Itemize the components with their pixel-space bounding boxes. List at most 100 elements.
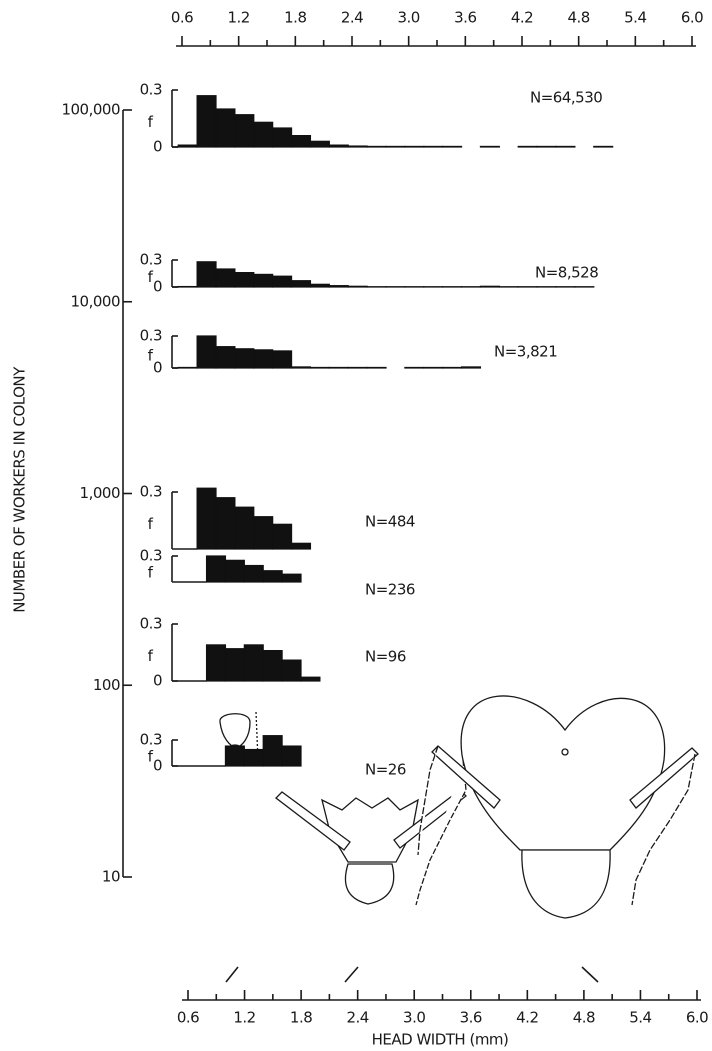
- histogram-bar: [442, 145, 463, 148]
- histogram-bar: [423, 366, 444, 369]
- histogram-bar: [224, 559, 245, 583]
- histogram-bar: [290, 542, 312, 550]
- x-tick-label: 4.8: [567, 9, 589, 27]
- panel-tick-label: 0: [153, 138, 162, 156]
- histogram-bar: [234, 272, 255, 288]
- pointer: [581, 966, 599, 983]
- x-tick-label: 5.4: [624, 9, 646, 27]
- histogram-bar: [593, 145, 614, 148]
- histogram-bar: [479, 145, 500, 148]
- x-tick-label: 0.6: [177, 1009, 199, 1027]
- histogram-bar: [177, 144, 198, 148]
- histogram-bar: [404, 145, 425, 148]
- histogram-bar: [309, 366, 330, 369]
- histogram-bar: [177, 366, 198, 369]
- histogram-bar: [205, 555, 227, 583]
- x-tick-label: 6.0: [686, 1009, 708, 1027]
- panel-tick-label: 0.3: [140, 615, 162, 633]
- histogram-bar: [196, 261, 217, 288]
- x-tick-label: 3.0: [397, 9, 419, 27]
- histogram-bar: [366, 145, 387, 148]
- histogram-bar: [479, 285, 500, 288]
- x-tick-label: 6.0: [681, 9, 703, 27]
- panel-tick-label: 0.3: [140, 327, 162, 345]
- x-tick-label: 4.8: [573, 1009, 595, 1027]
- histogram-bar: [243, 748, 264, 767]
- y-tick-label: 10,000: [71, 292, 121, 310]
- histogram-bar: [196, 335, 217, 369]
- histogram-bar: [281, 659, 302, 682]
- ant-drawings: [219, 695, 699, 983]
- x-tick-label: 1.8: [290, 1009, 312, 1027]
- panel-tick-label: 0.3: [140, 81, 162, 99]
- panel-tick-label: 0: [153, 672, 162, 690]
- histogram-bar: [215, 108, 236, 148]
- histogram-bar: [517, 145, 538, 148]
- x-tick-label: 1.8: [284, 9, 306, 27]
- panel-y-label: f: [148, 564, 154, 582]
- x-tick-label: 2.4: [346, 1009, 368, 1027]
- x-tick-label: 5.4: [629, 1009, 651, 1027]
- panel-tick-label: 0.3: [140, 251, 162, 269]
- sample-size-label: N=484: [365, 513, 415, 531]
- histogram-bar: [272, 350, 293, 369]
- histogram-bar: [536, 145, 557, 148]
- histogram-bar: [290, 366, 312, 369]
- histogram-bar: [272, 127, 293, 148]
- histogram-bar: [253, 349, 274, 369]
- histogram-bar: [243, 644, 264, 682]
- histogram-bar: [281, 745, 302, 767]
- histogram-bar: [253, 121, 274, 148]
- histogram-bar: [366, 366, 387, 369]
- y-tick-label: 100: [93, 676, 120, 694]
- panel-tick-label: 0: [153, 359, 162, 377]
- histogram-bar: [300, 676, 321, 682]
- histogram-bar: [442, 366, 463, 369]
- sample-size-label: N=96: [365, 648, 406, 666]
- x-tick-label: 3.6: [454, 9, 476, 27]
- histogram-bar: [215, 346, 236, 369]
- histogram-bar: [404, 366, 425, 369]
- panel-y-label: f: [148, 748, 154, 766]
- histogram-bar: [347, 366, 368, 369]
- histogram-bar: [262, 735, 283, 767]
- y-tick-label: 10: [102, 868, 120, 886]
- x-axis-label: HEAD WIDTH (mm): [372, 1031, 509, 1049]
- panel-y-label: f: [148, 347, 154, 365]
- histogram-bar: [328, 366, 349, 369]
- y-tick-label: 100,000: [61, 101, 120, 119]
- y-tick-label: 1,000: [80, 484, 120, 502]
- panel-tick-label: 0.3: [140, 483, 162, 501]
- sample-size-label: N=26: [365, 761, 406, 779]
- histogram-bar: [290, 280, 312, 288]
- histogram-bar: [262, 649, 283, 682]
- pointer: [344, 966, 359, 983]
- panel-tick-label: 0.3: [140, 731, 162, 749]
- x-tick-label: 4.2: [516, 1009, 538, 1027]
- panel-y-label: f: [148, 113, 154, 131]
- panel-tick-label: 0: [153, 278, 162, 296]
- histogram-bar: [347, 285, 368, 288]
- x-tick-label: 1.2: [227, 9, 249, 27]
- histogram-bar: [262, 570, 283, 583]
- panel-y-label: f: [148, 515, 154, 533]
- histogram-bar: [423, 145, 444, 148]
- x-tick-label: 1.2: [233, 1009, 255, 1027]
- histogram-bar: [290, 135, 312, 148]
- histogram-bar: [328, 285, 349, 288]
- histogram-bar: [196, 95, 217, 148]
- panel-tick-label: 0.3: [140, 547, 162, 565]
- panel-y-label: f: [148, 268, 154, 286]
- histogram-bar: [555, 145, 576, 148]
- histogram-bar: [215, 497, 236, 550]
- histogram-bar: [234, 506, 255, 550]
- histogram-bar: [309, 283, 330, 288]
- x-tick-label: 3.6: [460, 1009, 482, 1027]
- sample-size-label: N=8,528: [535, 264, 598, 282]
- sample-size-label: N=236: [365, 581, 415, 599]
- histogram-bar: [272, 523, 293, 550]
- histogram-bar: [224, 648, 245, 682]
- x-tick-label: 2.4: [341, 9, 363, 27]
- histogram-bar: [234, 114, 255, 148]
